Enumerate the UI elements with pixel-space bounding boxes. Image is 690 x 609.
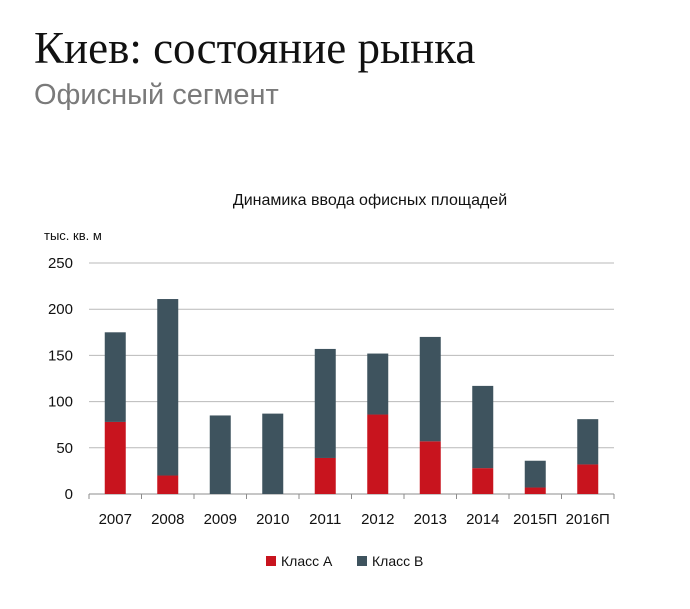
bar-class-b — [157, 299, 179, 476]
x-tick-label: 2007 — [99, 511, 132, 528]
bar-class-a — [104, 421, 126, 494]
slide-title: Киев: состояние рынка — [34, 23, 476, 73]
slide-subtitle: Офисный сегмент — [34, 79, 279, 111]
bar-class-a — [472, 468, 494, 494]
y-unit-label: тыс. кв. м — [44, 228, 102, 243]
bar-class-b — [524, 460, 546, 488]
x-tick-label: 2014 — [466, 511, 499, 528]
x-tick-label: 2016П — [566, 511, 610, 528]
x-tick-label: 2011 — [309, 511, 341, 528]
x-tick-label: 2008 — [151, 511, 184, 528]
bar-class-a — [577, 464, 599, 494]
legend-label: Класс А — [281, 553, 333, 569]
bar-class-b — [262, 413, 284, 494]
legend-swatch — [357, 556, 367, 566]
x-tick-label: 2009 — [204, 511, 237, 528]
bar-class-a — [419, 441, 441, 494]
bar-class-b — [472, 385, 494, 469]
bar-class-b — [314, 348, 336, 458]
y-tick-label: 200 — [48, 301, 73, 318]
legend: Класс А Класс В — [266, 553, 423, 569]
x-tick-label: 2010 — [256, 511, 289, 528]
bar-class-b — [104, 332, 126, 422]
x-tick-label: 2012 — [361, 511, 394, 528]
x-axis-ticks: 2007 2008 2009 2010 2011 2012 2013 2014 2015П 201… — [88, 494, 615, 528]
bar-class-b — [367, 353, 389, 415]
y-tick-label: 150 — [48, 347, 73, 364]
legend-swatch — [266, 556, 276, 566]
bar-class-b — [577, 419, 599, 465]
y-tick-label: 50 — [56, 440, 73, 457]
bar-class-a — [367, 414, 389, 494]
y-tick-label: 0 — [65, 486, 73, 503]
bars — [104, 299, 599, 494]
bar-class-a — [157, 475, 179, 494]
x-tick-label: 2015П — [513, 511, 557, 528]
chart-title: Динамика ввода офисных площадей — [233, 192, 507, 209]
y-tick-label: 250 — [48, 255, 73, 272]
legend-label: Класс В — [372, 553, 423, 569]
bar-class-b — [209, 415, 231, 494]
bar-class-a — [524, 487, 546, 494]
y-axis-ticks: 0 50 100 150 200 250 — [48, 255, 73, 503]
bar-class-a — [314, 457, 336, 494]
y-tick-label: 100 — [48, 394, 73, 411]
bar-class-b — [419, 336, 441, 442]
x-tick-label: 2013 — [414, 511, 447, 528]
